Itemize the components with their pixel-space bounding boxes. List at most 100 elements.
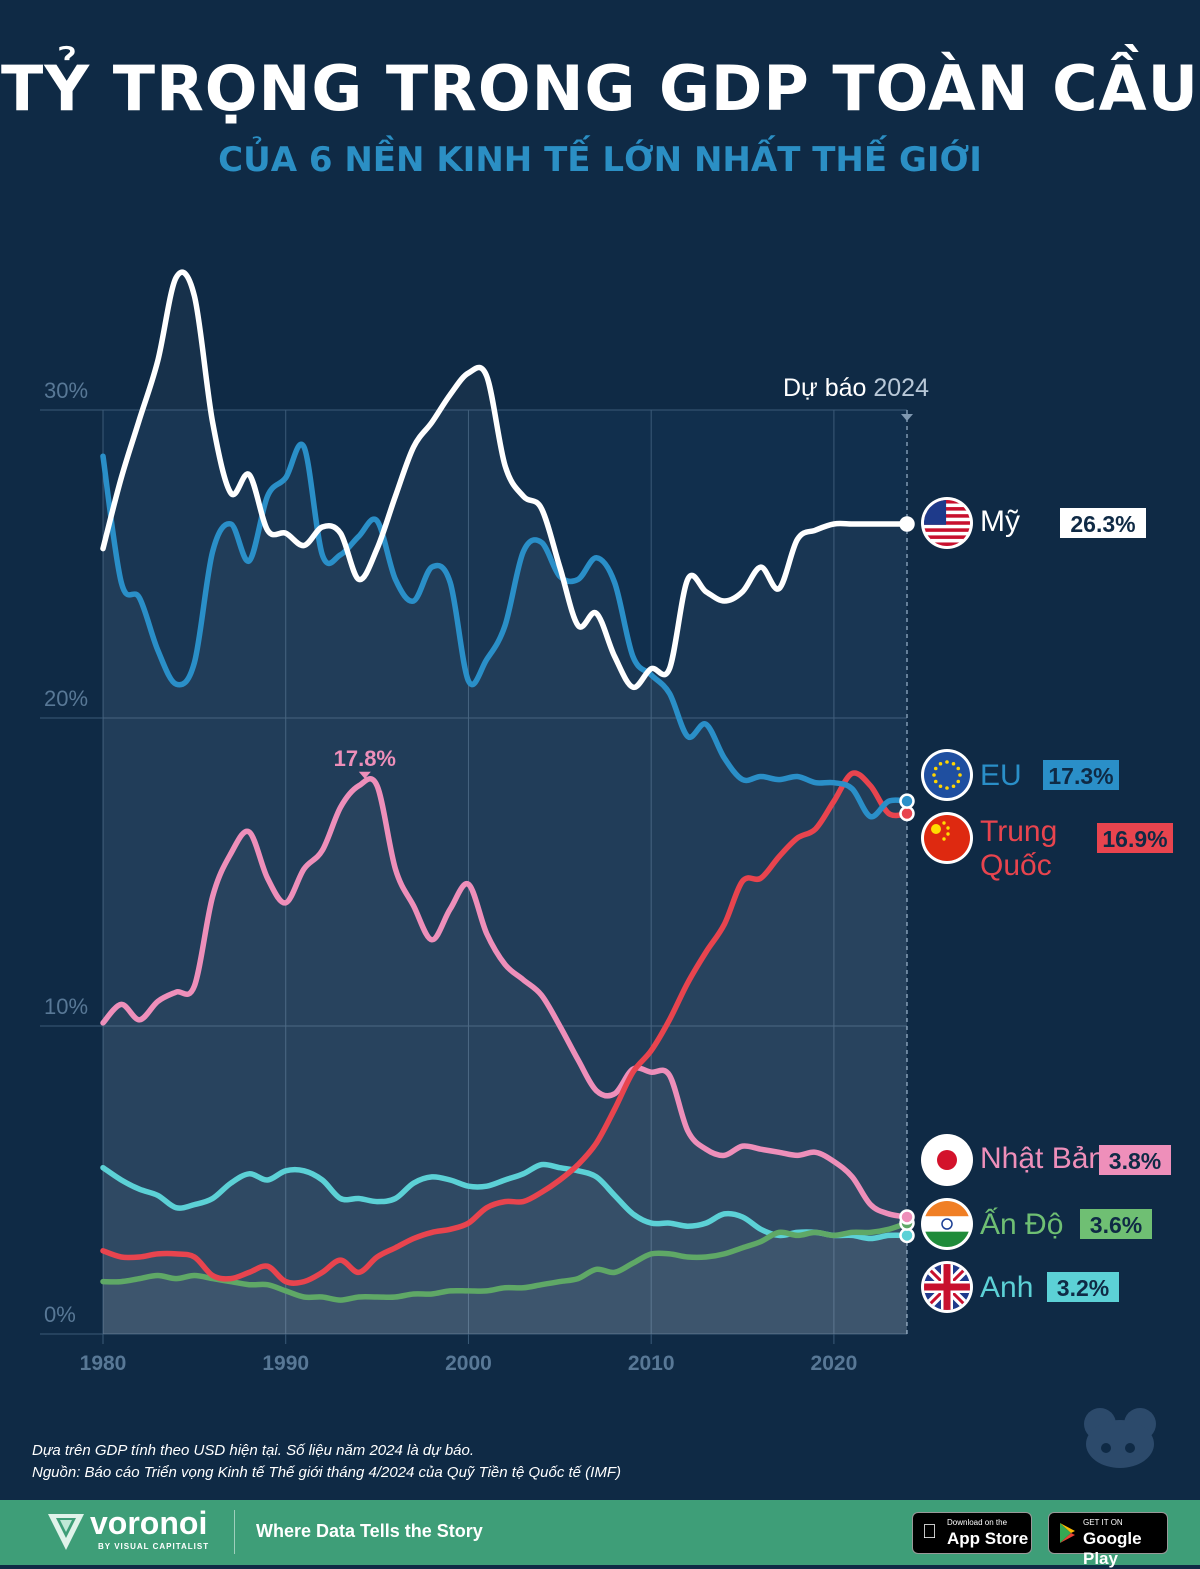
chart-subtitle: CỦA 6 NỀN KINH TẾ LỚN NHẤT THẾ GIỚI xyxy=(218,140,982,180)
us-stripe xyxy=(924,538,970,543)
footer-bar: voronoi BY VISUAL CAPITALIST Where Data … xyxy=(0,1500,1200,1568)
eu-field xyxy=(924,752,970,798)
google-play-icon xyxy=(1060,1523,1075,1543)
x-tick-label: 1990 xyxy=(262,1352,309,1375)
legend-item-uk: Anh 3.2% xyxy=(921,1261,1119,1313)
legend-name: Nhật Bản xyxy=(980,1142,1105,1175)
legend-name: Trung Quốc xyxy=(980,815,1057,882)
series-line-jp xyxy=(100,776,910,1220)
us-stripe xyxy=(924,514,970,519)
us-stripe xyxy=(924,507,970,512)
in-white xyxy=(924,1216,970,1232)
in-chakra xyxy=(941,1218,953,1230)
cn-flag-icon-art xyxy=(924,815,970,861)
eu-star xyxy=(938,761,943,766)
cn-star-big xyxy=(931,824,941,834)
legend-item-eu: EU 17.3% xyxy=(921,749,1119,801)
google-play-button[interactable]: GET IT ON Google Play xyxy=(1048,1512,1168,1568)
legend-item-in: Ấn Độ 3.6% xyxy=(921,1198,1152,1250)
end-value-badge xyxy=(1047,1272,1119,1302)
eu-star xyxy=(938,784,943,789)
series-line-in xyxy=(100,1220,910,1303)
us-stripe xyxy=(924,503,970,508)
jp-flag-icon-art xyxy=(924,1137,970,1183)
legend-item-us: Mỹ 26.3% xyxy=(921,497,1146,549)
footnote-line-1: Dựa trên GDP tính theo USD hiện tại. Số … xyxy=(32,1442,475,1459)
cn-star-small xyxy=(942,821,946,825)
legend-name: Mỹ xyxy=(980,505,1020,538)
series-line-cn xyxy=(100,770,910,1286)
app-store-button[interactable]:  Download on the App Store xyxy=(912,1512,1032,1554)
end-value-label: 3.6% xyxy=(1090,1212,1142,1238)
legend-item-cn: Trung Quốc 16.9% xyxy=(921,812,1173,882)
eu-flag-icon-art xyxy=(924,752,970,798)
us-stripe xyxy=(924,524,970,529)
us-stripe xyxy=(924,510,970,515)
peak-annotation-label: 17.8% xyxy=(334,746,396,771)
series-endpoint-cn xyxy=(899,805,915,822)
end-value-badge xyxy=(1060,508,1146,538)
y-tick-label: 10% xyxy=(44,994,88,1019)
mascot-icon xyxy=(1084,1408,1156,1468)
in-flag-icon-art xyxy=(924,1201,970,1247)
eu-star xyxy=(956,779,961,784)
end-value-badge xyxy=(1097,823,1173,853)
cn-star-small xyxy=(942,837,946,841)
x-tick-label: 2020 xyxy=(811,1352,858,1375)
series-endpoint-us xyxy=(899,516,915,532)
us-stripe xyxy=(924,517,970,522)
y-tick-label: 20% xyxy=(44,686,88,711)
forecast-label-year: 2024 xyxy=(873,374,929,402)
x-tick-label: 2010 xyxy=(628,1352,675,1375)
us-canton xyxy=(924,500,947,525)
eu-star xyxy=(951,784,956,789)
us-flag-icon-art xyxy=(924,500,970,546)
series-endpoint-uk xyxy=(899,1227,915,1244)
jp-disc xyxy=(937,1150,957,1170)
us-stripe xyxy=(924,542,970,546)
eu-star xyxy=(933,766,938,771)
app-store-label: App Store xyxy=(947,1529,1029,1548)
end-value-label: 26.3% xyxy=(1070,511,1135,537)
eu-star xyxy=(932,773,936,777)
forecast-label-prefix: Dự báo xyxy=(783,374,873,402)
end-value-badge xyxy=(1080,1209,1152,1239)
end-value-label: 3.2% xyxy=(1057,1275,1109,1301)
legend-item-jp: Nhật Bản 3.8% xyxy=(921,1134,1171,1186)
series-line-eu xyxy=(100,441,910,820)
in-green xyxy=(924,1231,970,1247)
series-line-us xyxy=(100,269,910,690)
legend-name: Anh xyxy=(980,1271,1033,1304)
series-endpoint-jp xyxy=(899,1209,915,1225)
uk-cross-red-h xyxy=(924,1283,970,1291)
x-tick-label: 1980 xyxy=(80,1352,127,1375)
x-tick-label: 2000 xyxy=(445,1352,492,1375)
cn-star-small xyxy=(946,826,950,830)
eu-star xyxy=(951,761,956,766)
in-saffron xyxy=(924,1201,970,1217)
eu-star xyxy=(945,760,949,764)
end-value-label: 3.8% xyxy=(1109,1148,1161,1174)
line-chart: 0% 10% 20% 30% 1980 1990 2000 2010 2020 Dự báo 20… xyxy=(40,269,1173,1375)
eu-star xyxy=(956,766,961,771)
cn-field xyxy=(924,815,970,861)
voronoi-logo-icon xyxy=(48,1514,84,1550)
footnote-line-2: Nguồn: Báo cáo Triển vọng Kinh tế Thế gi… xyxy=(32,1464,621,1481)
peak-annotation-marker xyxy=(358,771,371,779)
google-play-small-label: GET IT ON xyxy=(1083,1518,1123,1527)
tagline: Where Data Tells the Story xyxy=(256,1521,483,1541)
end-value-badge xyxy=(1043,760,1119,790)
legend-name: EU xyxy=(980,759,1022,792)
google-play-label: Google Play xyxy=(1083,1529,1142,1568)
brand-subtitle: BY VISUAL CAPITALIST xyxy=(98,1542,210,1551)
apple-icon:  xyxy=(922,1521,937,1544)
forecast-label: Dự báo 2024 xyxy=(783,374,929,402)
cn-star-small xyxy=(946,832,950,836)
legend-name-line-1: Trung xyxy=(980,815,1057,848)
legend-name-line-2: Quốc xyxy=(980,849,1052,882)
footer-divider xyxy=(234,1510,235,1554)
us-stripe xyxy=(924,528,970,533)
y-tick-label: 30% xyxy=(44,378,88,403)
us-stripe xyxy=(924,500,970,505)
end-value-badge xyxy=(1099,1145,1171,1175)
